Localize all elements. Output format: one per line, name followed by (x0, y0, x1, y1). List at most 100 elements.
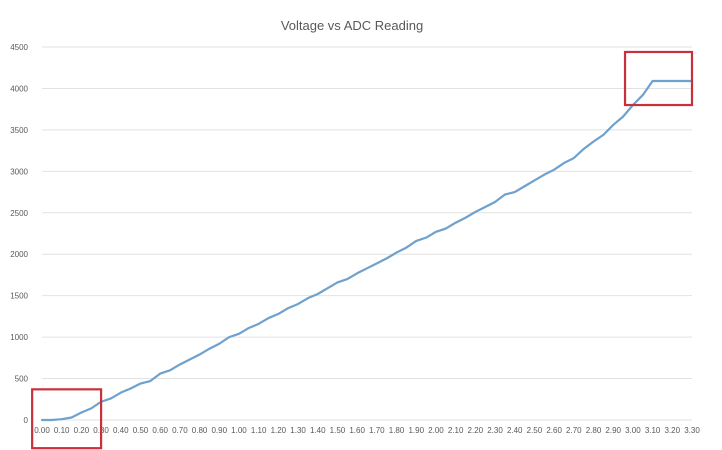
x-tick-label: 0.70 (172, 426, 188, 435)
data-point (51, 419, 53, 421)
data-point (474, 211, 477, 213)
x-tick-label: 0.10 (54, 426, 70, 435)
data-point (169, 369, 171, 372)
gridlines (42, 46, 692, 421)
data-point (405, 246, 408, 249)
y-tick-label: 500 (15, 375, 29, 384)
x-tick-label: 1.30 (290, 426, 306, 435)
x-tick-label: 1.20 (271, 426, 287, 435)
x-tick-label: 2.50 (527, 426, 543, 435)
x-tick-label: 1.10 (251, 426, 267, 435)
data-point (248, 327, 250, 329)
data-point (543, 173, 546, 176)
data-point (602, 134, 605, 136)
x-tick-label: 3.30 (684, 426, 700, 435)
y-tick-label: 3500 (10, 126, 28, 135)
highlight-box (623, 50, 694, 107)
y-tick-label: 2500 (10, 209, 28, 218)
x-tick-label: 2.70 (566, 426, 582, 435)
data-point (651, 80, 654, 82)
data-point (415, 240, 418, 242)
x-tick-label: 1.40 (310, 426, 326, 435)
data-point (208, 347, 211, 350)
x-tick-label: 0.90 (211, 426, 227, 435)
x-axis-tick-labels: 0.00 0.10 0.20 0.30 0.40 0.50 0.60 0.70 0.80 0.90… (34, 426, 700, 435)
x-tick-label: 2.00 (428, 426, 444, 435)
data-point (533, 179, 536, 182)
chart-title: Voltage vs ADC Reading (281, 18, 423, 33)
data-point (366, 267, 368, 270)
x-tick-label: 2.40 (507, 426, 523, 435)
x-tick-label: 1.60 (349, 426, 365, 435)
data-point (464, 216, 467, 219)
data-point (80, 411, 83, 414)
data-point (573, 157, 575, 159)
x-tick-label: 2.60 (546, 426, 562, 435)
data-point (671, 80, 674, 82)
data-point (454, 221, 457, 224)
y-axis-tick-labels: 0 500 1000 1500 2000 2500 3000 3500 4000 4500 (10, 43, 28, 425)
x-tick-label: 1.50 (330, 426, 346, 435)
x-tick-label: 1.90 (408, 426, 424, 435)
x-tick-label: 0.80 (192, 426, 208, 435)
data-point (119, 391, 122, 394)
data-point (129, 387, 132, 390)
data-point (218, 342, 221, 345)
x-tick-label: 1.80 (389, 426, 405, 435)
y-tick-label: 3000 (10, 167, 28, 176)
data-point (90, 407, 93, 410)
data-point (287, 307, 290, 309)
data-point (336, 281, 339, 284)
y-tick-label: 0 (24, 416, 29, 425)
data-point (70, 416, 73, 419)
x-tick-label: 0.20 (74, 426, 90, 435)
data-point (267, 317, 270, 319)
data-point (612, 124, 615, 126)
data-point (257, 323, 260, 325)
data-point (385, 257, 388, 260)
data-point (60, 418, 63, 420)
y-tick-label: 2000 (10, 250, 28, 259)
data-point (563, 162, 565, 164)
data-point (494, 201, 496, 203)
highlight-box (31, 388, 103, 450)
data-point (681, 80, 683, 82)
x-tick-label: 1.00 (231, 426, 247, 435)
data-point (188, 358, 191, 361)
data-point (198, 353, 201, 356)
x-tick-label: 1.70 (369, 426, 385, 435)
data-point (228, 336, 230, 338)
data-point (553, 168, 555, 171)
data-point (159, 372, 161, 375)
data-point (592, 140, 595, 143)
y-tick-label: 1000 (10, 333, 28, 342)
data-point (504, 193, 506, 196)
data-point (110, 397, 112, 400)
x-tick-label: 2.20 (468, 426, 484, 435)
data-series (40, 79, 694, 422)
data-point (376, 262, 378, 265)
data-point (395, 251, 398, 254)
data-point (297, 303, 299, 305)
data-point (346, 278, 349, 280)
data-point (238, 332, 240, 335)
y-tick-label: 1500 (10, 292, 28, 301)
data-point (179, 363, 181, 366)
x-tick-label: 0.60 (152, 426, 168, 435)
highlight-boxes (31, 50, 694, 450)
data-point (149, 380, 152, 382)
x-tick-label: 0.00 (34, 426, 50, 435)
data-point (139, 382, 142, 385)
y-tick-label: 4000 (10, 84, 28, 93)
series-line (40, 79, 694, 422)
x-tick-label: 3.20 (665, 426, 681, 435)
x-tick-label: 2.90 (605, 426, 621, 435)
data-point (326, 287, 329, 290)
data-point (425, 236, 427, 239)
data-point (435, 231, 437, 233)
x-tick-label: 2.30 (487, 426, 503, 435)
y-tick-label: 4500 (10, 43, 28, 52)
data-point (582, 148, 585, 150)
